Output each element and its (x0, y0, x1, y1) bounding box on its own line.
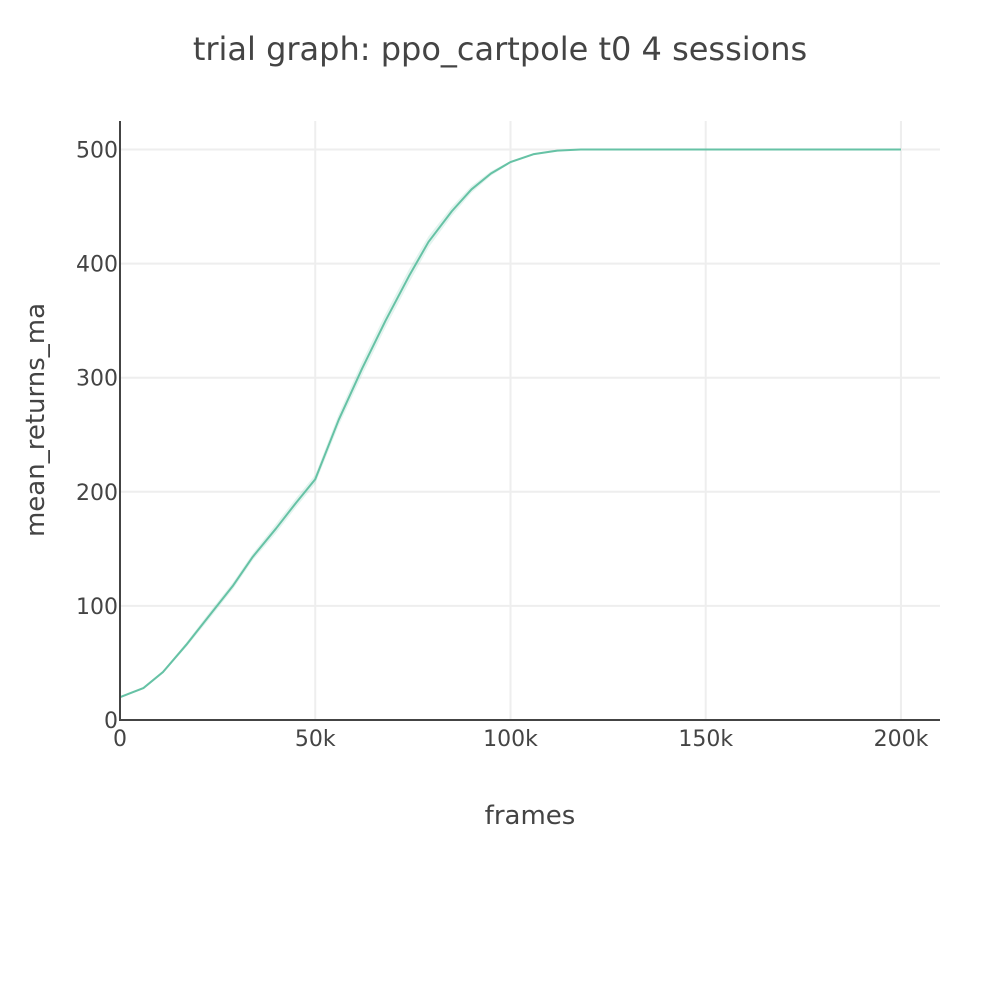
grid (120, 121, 940, 720)
y-tick-label-0: 0 (104, 709, 118, 734)
chart-title: trial graph: ppo_cartpole t0 4 sessions (193, 30, 807, 68)
x-tick-label-0: 0 (113, 727, 127, 752)
y-axis-title: mean_returns_ma (21, 303, 51, 537)
x-tick-label-1: 50k (295, 727, 336, 752)
x-tick-labels: 0 50k 100k 150k 200k (113, 727, 929, 752)
x-tick-label-3: 150k (678, 727, 733, 752)
y-tick-label-3: 300 (76, 367, 118, 392)
y-tick-label-1: 100 (76, 595, 118, 620)
x-tick-label-4: 200k (874, 727, 929, 752)
x-tick-label-2: 100k (483, 727, 538, 752)
series-line-group (119, 148, 901, 699)
y-tick-label-5: 500 (76, 139, 118, 164)
y-tick-label-2: 200 (76, 481, 118, 506)
series-line-0 (119, 148, 901, 699)
y-tick-label-4: 400 (76, 253, 118, 278)
y-tick-labels: 0 100 200 300 400 500 (76, 139, 118, 734)
x-axis-title: frames (485, 801, 576, 831)
